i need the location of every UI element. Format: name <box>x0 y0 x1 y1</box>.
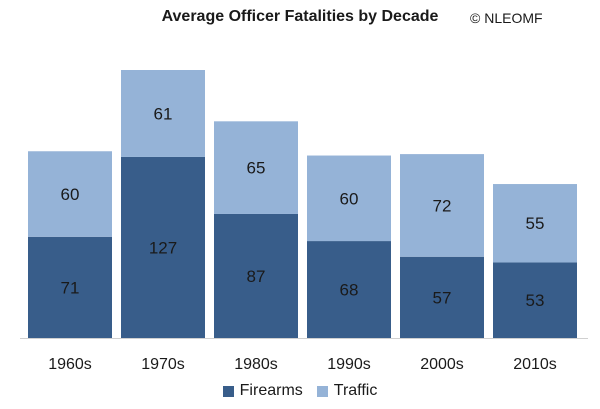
bar-traffic-1980s <box>214 121 298 214</box>
bar-firearms-1980s <box>214 213 298 338</box>
tick-group: 1960s 1970s 1980s 1990s 2000s 2010s <box>20 338 588 373</box>
legend-item-traffic: Traffic <box>316 382 378 400</box>
bar-traffic-2000s <box>400 154 484 257</box>
legend-label-firearms: Firearms <box>239 382 303 399</box>
x-tick-label-1960s: 1960s <box>48 356 92 373</box>
data-label-firearms-2010s: 53 <box>526 291 545 310</box>
data-label-traffic-2000s: 72 <box>433 196 452 215</box>
bar-firearms-1960s <box>28 236 112 338</box>
bar-firearms-2000s <box>400 256 484 338</box>
data-label-firearms-1990s: 68 <box>340 281 359 300</box>
chart-title: Average Officer Fatalities by Decade <box>161 8 439 25</box>
copyright-note: © NLEOMF <box>470 10 543 26</box>
bar-traffic-2010s <box>493 184 577 263</box>
bar-group: 71 60 127 61 87 65 68 60 57 72 53 55 <box>28 70 577 338</box>
x-tick-label-1990s: 1990s <box>327 356 371 373</box>
legend-label-traffic: Traffic <box>333 382 378 399</box>
data-label-traffic-1960s: 60 <box>61 185 80 204</box>
data-label-traffic-1970s: 61 <box>154 104 173 123</box>
bar-firearms-2010s <box>493 262 577 338</box>
bar-traffic-1990s <box>307 155 391 242</box>
bar-traffic-1970s <box>121 70 205 157</box>
legend-swatch-traffic <box>316 385 328 397</box>
bar-traffic-1960s <box>28 151 112 237</box>
legend: Firearms Traffic <box>0 382 600 400</box>
x-tick-label-1980s: 1980s <box>234 356 278 373</box>
data-label-traffic-2010s: 55 <box>526 214 545 233</box>
bar-firearms-1990s <box>307 241 391 338</box>
data-label-firearms-1960s: 71 <box>61 278 80 297</box>
data-label-firearms-1970s: 127 <box>149 238 177 257</box>
data-label-traffic-1980s: 65 <box>247 159 266 178</box>
data-label-firearms-1980s: 87 <box>247 267 266 286</box>
data-label-firearms-2000s: 57 <box>433 288 452 307</box>
x-tick-label-2010s: 2010s <box>513 356 557 373</box>
legend-item-firearms: Firearms <box>222 382 303 400</box>
bar-firearms-1970s <box>121 156 205 338</box>
legend-swatch-firearms <box>222 385 234 397</box>
x-tick-label-1970s: 1970s <box>141 356 185 373</box>
x-tick-label-2000s: 2000s <box>420 356 464 373</box>
data-label-traffic-1990s: 60 <box>340 189 359 208</box>
